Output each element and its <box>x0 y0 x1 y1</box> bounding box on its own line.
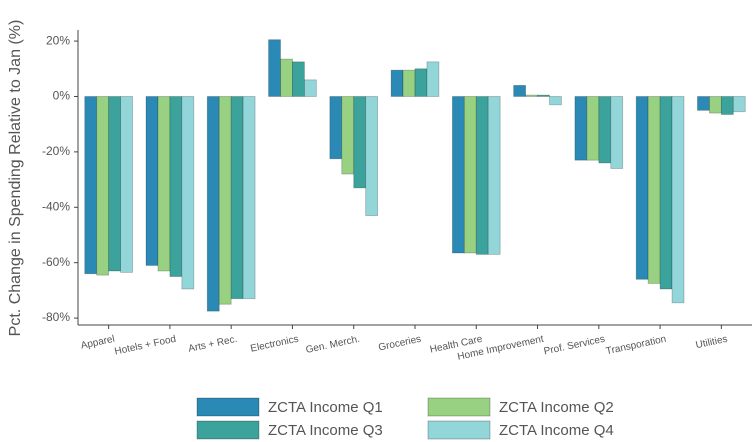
x-tick-label: Hotels + Food <box>114 334 177 358</box>
legend-swatch <box>196 397 260 417</box>
bar <box>635 96 649 280</box>
bar <box>475 96 489 255</box>
bar <box>487 96 501 255</box>
legend-label: ZCTA Income Q1 <box>268 399 383 416</box>
bar <box>537 94 550 97</box>
bar <box>329 96 343 160</box>
bar <box>120 96 133 273</box>
bar <box>157 96 171 272</box>
bar <box>390 69 404 97</box>
bar <box>659 96 673 290</box>
bar <box>341 96 355 175</box>
bar <box>720 96 734 115</box>
bar <box>610 96 624 169</box>
legend-label: ZCTA Income Q3 <box>268 422 383 439</box>
legend-swatch <box>427 397 491 417</box>
bar <box>709 96 722 114</box>
x-tick-label: Transporation <box>605 334 667 358</box>
bar <box>365 96 379 216</box>
bar <box>513 84 526 97</box>
x-tick-label: Arts + Rec. <box>187 334 238 355</box>
y-tick-label: -20% <box>42 144 70 158</box>
legend-label: ZCTA Income Q4 <box>499 422 614 439</box>
bar <box>598 96 612 164</box>
bar <box>230 96 244 300</box>
y-axis-label: Pct. Change in Spending Relative to Jan … <box>7 20 24 337</box>
legend-swatch <box>427 420 491 440</box>
bar <box>206 96 220 312</box>
bar <box>414 68 428 97</box>
x-tick-label: Prof. Services <box>543 334 606 358</box>
y-tick-label: -40% <box>42 199 70 213</box>
y-tick-label: -60% <box>42 255 70 269</box>
x-tick-label: Electronics <box>250 334 300 355</box>
bar <box>574 96 588 161</box>
bar <box>84 96 98 275</box>
y-tick-label: 0% <box>53 89 71 103</box>
y-tick-label: -80% <box>42 310 70 324</box>
bar <box>292 61 305 97</box>
bar <box>697 96 710 111</box>
bar <box>242 96 256 300</box>
bar <box>451 96 465 254</box>
bar <box>586 96 600 161</box>
legend-swatch <box>196 420 260 440</box>
x-tick-label: Apparel <box>80 334 116 352</box>
bar <box>108 96 121 272</box>
bar <box>426 61 440 97</box>
bar <box>647 96 661 284</box>
bar <box>169 96 183 277</box>
x-tick-label: Utilities <box>695 334 729 351</box>
bar <box>732 96 746 113</box>
bar <box>463 96 477 254</box>
y-tick-label: 20% <box>46 33 70 47</box>
bar <box>145 96 159 266</box>
x-tick-label: Gen. Merch. <box>305 334 361 356</box>
bar <box>96 96 110 276</box>
bar <box>181 96 195 290</box>
bar <box>402 69 416 97</box>
x-tick-label: Groceries <box>377 334 422 354</box>
bar <box>549 96 562 106</box>
bar <box>525 94 538 97</box>
bar <box>268 39 281 97</box>
bar <box>304 79 317 97</box>
bar <box>280 58 293 97</box>
bar <box>671 96 685 304</box>
legend-label: ZCTA Income Q2 <box>499 399 614 416</box>
bar <box>353 96 367 189</box>
bar <box>218 96 232 305</box>
